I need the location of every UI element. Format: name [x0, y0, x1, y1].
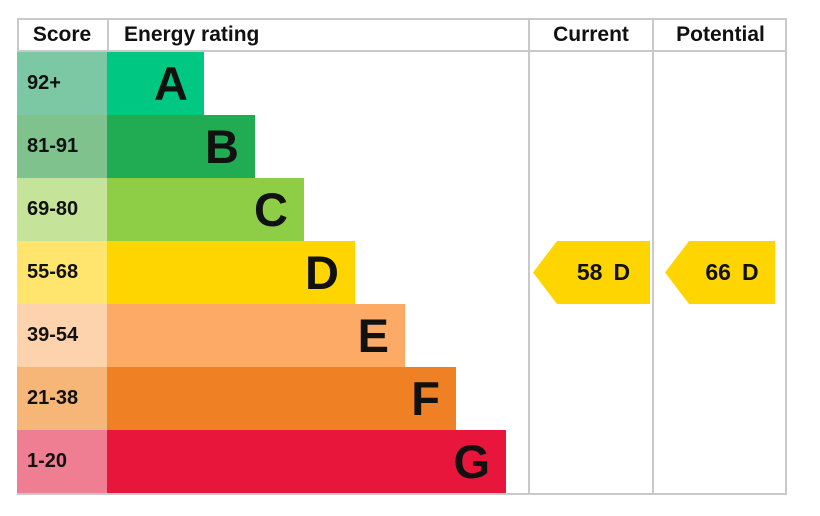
score-range-b: 81-91: [17, 115, 107, 178]
band-bar-e: E: [107, 304, 405, 367]
band-row-c: 69-80 C: [17, 178, 787, 241]
score-range-e: 39-54: [17, 304, 107, 367]
band-bar-a: A: [107, 52, 204, 115]
band-row-e: 39-54 E: [17, 304, 787, 367]
table-right-border: [785, 20, 787, 493]
band-row-b: 81-91 B: [17, 115, 787, 178]
current-rating-score: 58: [576, 259, 603, 285]
band-bar-b: B: [107, 115, 255, 178]
current-rating-arrow: 58 D: [533, 241, 650, 304]
score-range-d: 55-68: [17, 241, 107, 304]
band-row-d: 55-68 D: [17, 241, 787, 304]
header-current: Current: [553, 23, 629, 46]
band-row-f: 21-38 F: [17, 367, 787, 430]
table-header: Score Energy rating Current Potential: [17, 20, 787, 52]
band-bar-d: D: [107, 241, 355, 304]
potential-rating-score: 66: [705, 259, 731, 285]
band-bar-c: C: [107, 178, 304, 241]
header-score: Score: [32, 23, 92, 46]
band-rows: 92+ A 81-91 B 69-80 C 55-68 D 39-54 E 21…: [17, 52, 787, 493]
score-range-c: 69-80: [17, 178, 107, 241]
header-potential: Potential: [676, 23, 765, 46]
divider-current-column: [528, 20, 530, 493]
band-bar-g: G: [107, 430, 506, 493]
epc-table: Score Energy rating Current Potential 92…: [17, 18, 787, 495]
divider-score-column: [107, 20, 109, 52]
current-rating-band: D: [613, 259, 631, 285]
divider-potential-column: [652, 20, 654, 493]
band-bar-f: F: [107, 367, 456, 430]
score-range-g: 1-20: [17, 430, 107, 493]
score-range-a: 92+: [17, 52, 107, 115]
potential-rating-band: D: [741, 259, 759, 285]
band-row-g: 1-20 G: [17, 430, 787, 493]
potential-rating-arrow: 66 D: [665, 241, 775, 304]
header-energy-rating: Energy rating: [124, 23, 260, 46]
header-left-border: [17, 20, 19, 52]
band-row-a: 92+ A: [17, 52, 787, 115]
score-range-f: 21-38: [17, 367, 107, 430]
